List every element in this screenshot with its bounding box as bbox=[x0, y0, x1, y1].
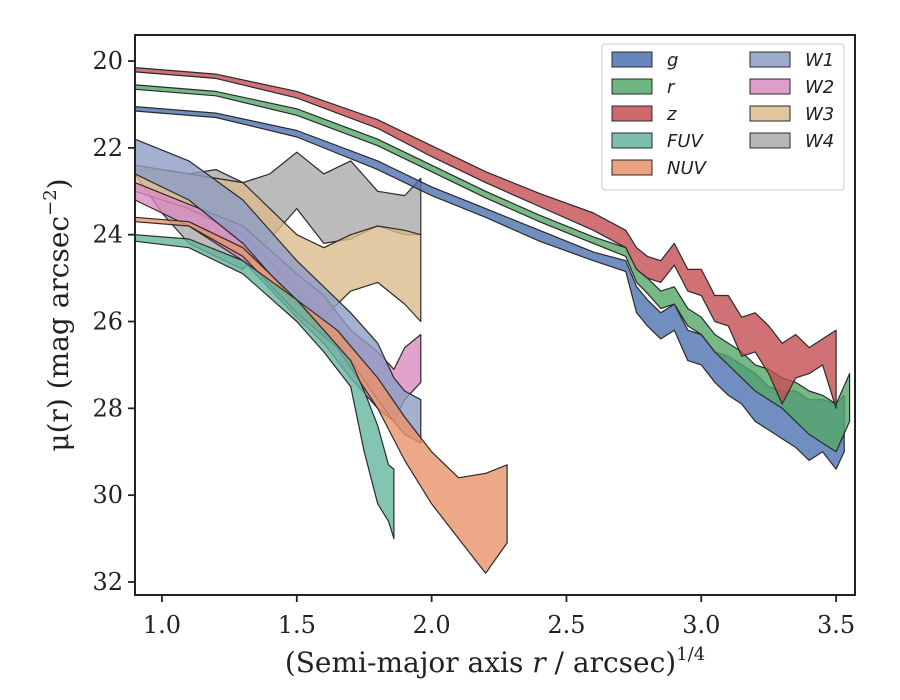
legend-swatch-fuv bbox=[611, 132, 653, 149]
x-tick-label: 3.5 bbox=[817, 611, 855, 639]
legend-swatch-r bbox=[611, 78, 653, 95]
legend-label-w2: W2 bbox=[805, 77, 834, 98]
legend-label-z: z bbox=[666, 104, 677, 125]
legend-label-w1: W1 bbox=[805, 50, 834, 71]
legend-swatch-w2 bbox=[749, 78, 791, 95]
y-tick-label: 28 bbox=[92, 394, 123, 422]
band-g bbox=[134, 105, 845, 470]
x-tick-label: 2.0 bbox=[413, 611, 451, 639]
legend-swatch-nuv bbox=[611, 159, 653, 176]
x-tick-label: 2.5 bbox=[547, 611, 585, 639]
legend-swatch-w3 bbox=[749, 105, 791, 122]
y-tick-label: 30 bbox=[92, 481, 123, 509]
legend-label-w3: W3 bbox=[805, 104, 834, 125]
legend-label-w4: W4 bbox=[805, 131, 834, 152]
band-z bbox=[134, 66, 837, 409]
x-axis-title: (Semi-major axis r / arcsec)1/4 bbox=[285, 644, 705, 679]
legend-label-g: g bbox=[667, 50, 678, 71]
y-tick-label: 20 bbox=[92, 47, 123, 75]
legend-swatch-w1 bbox=[749, 51, 791, 68]
x-tick-label: 3.0 bbox=[682, 611, 720, 639]
legend-label-nuv: NUV bbox=[667, 158, 708, 179]
y-tick-label: 32 bbox=[92, 568, 123, 596]
x-tick-label: 1.0 bbox=[143, 611, 181, 639]
axis-ticks: 1.0 1.5 2.0 2.5 3.0 3.5 20 22 24 26 28 30 32 bbox=[92, 47, 855, 639]
legend-label-fuv: FUV bbox=[667, 131, 705, 152]
plot-frame bbox=[134, 34, 856, 596]
legend-swatch-w4 bbox=[749, 132, 791, 149]
x-tick-label: 1.5 bbox=[278, 611, 316, 639]
y-tick-label: 22 bbox=[92, 134, 123, 162]
series-bands bbox=[134, 66, 851, 574]
legend-swatch-g bbox=[611, 51, 653, 68]
band-fuv bbox=[134, 234, 395, 540]
legend-label-r: r bbox=[667, 77, 676, 98]
legend: grz FUV NUV W1 W2 W3 W4 bbox=[601, 43, 845, 191]
legend-swatch-z bbox=[611, 105, 653, 122]
y-tick-label: 24 bbox=[92, 221, 123, 249]
y-tick-label: 26 bbox=[92, 308, 123, 336]
y-axis-title: μ(r) (mag arcsec−2) bbox=[40, 178, 75, 451]
